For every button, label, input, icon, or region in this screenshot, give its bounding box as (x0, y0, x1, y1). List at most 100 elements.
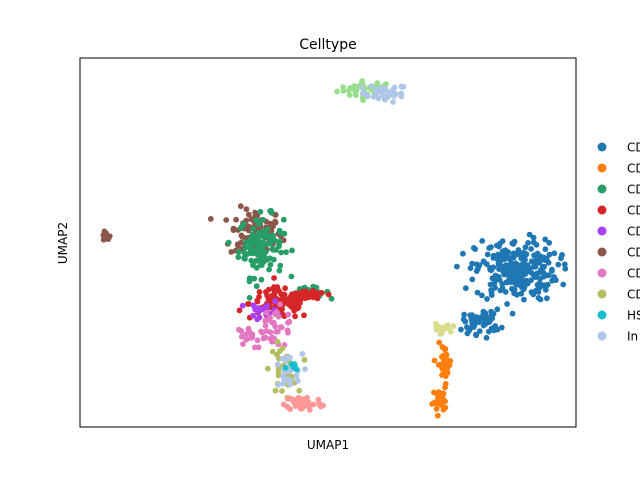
scatter-point (555, 261, 562, 268)
scatter-point (541, 257, 548, 263)
scatter-point (535, 295, 542, 301)
scatter-point (524, 262, 531, 268)
scatter-point (269, 334, 276, 341)
scatter-point (276, 267, 283, 274)
scatter-point (511, 275, 517, 282)
scatter-point (447, 328, 454, 335)
scatter-point (436, 396, 443, 402)
scatter-point (486, 328, 492, 335)
scatter-point (489, 275, 496, 282)
legend-marker (597, 184, 607, 194)
scatter-point (486, 319, 493, 325)
scatter-point (235, 254, 242, 260)
scatter-point (559, 252, 565, 258)
scatter-point (359, 84, 365, 91)
scatter-point (279, 355, 286, 362)
scatter-point (473, 331, 479, 338)
scatter-point (263, 328, 270, 334)
scatter-point (320, 402, 326, 409)
scatter-point (385, 89, 391, 95)
legend-marker (597, 226, 607, 236)
scatter-point (247, 236, 254, 243)
scatter-point (298, 399, 305, 405)
scatter-point (488, 289, 495, 296)
scatter-point (374, 80, 381, 86)
scatter-point (528, 246, 534, 252)
scatter-point (470, 324, 477, 330)
scatter-point (484, 296, 490, 302)
scatter-point (479, 238, 486, 244)
legend-label: CD (627, 162, 640, 176)
scatter-point (258, 307, 265, 313)
scatter-point (272, 387, 279, 394)
scatter-point (509, 240, 516, 247)
scatter-point (526, 231, 533, 238)
scatter-point (440, 406, 447, 413)
scatter-point (560, 281, 567, 288)
scatter-point (553, 277, 559, 283)
scatter-point (291, 307, 297, 314)
scatter-point (352, 88, 359, 95)
plot-frame (79, 57, 577, 428)
scatter-point (289, 247, 295, 254)
scatter-point (542, 236, 549, 243)
scatter-point (262, 322, 269, 329)
scatter-point (278, 249, 284, 256)
scatter-point (508, 271, 515, 278)
scatter-point (499, 238, 506, 245)
scatter-point (473, 261, 480, 268)
scatter-point (525, 278, 532, 285)
scatter-point (275, 328, 281, 335)
scatter-point (237, 203, 244, 210)
scatter-point (262, 318, 269, 324)
legend-marker (597, 142, 607, 152)
scatter-point (442, 381, 449, 387)
scatter-point (462, 285, 469, 292)
scatter-point (503, 264, 509, 271)
scatter-point (288, 273, 295, 280)
scatter-point (250, 312, 256, 319)
scatter-point (280, 380, 286, 387)
scatter-point (540, 270, 547, 276)
scatter-point (494, 306, 501, 313)
scatter-point (301, 312, 307, 319)
scatter-point (295, 302, 302, 309)
scatter-point (460, 316, 467, 323)
scatter-point (523, 268, 529, 274)
scatter-point (236, 307, 243, 314)
scatter-point (248, 335, 254, 341)
scatter-point (287, 381, 294, 388)
scatter-point (243, 336, 250, 343)
scatter-point (260, 249, 267, 256)
points-layer (100, 78, 569, 419)
legend: CD CD CD CD CD CD CD CD HS In (597, 141, 640, 344)
scatter-point (275, 365, 282, 372)
scatter-point (469, 260, 475, 267)
scatter-point (479, 292, 485, 299)
scatter-point (225, 239, 232, 246)
scatter-point (282, 364, 289, 371)
scatter-point (270, 256, 277, 263)
scatter-point (438, 400, 445, 407)
scatter-point (364, 93, 371, 100)
scatter-point (442, 345, 449, 352)
scatter-point (496, 277, 503, 283)
scatter-point (359, 78, 366, 84)
scatter-point (487, 281, 494, 288)
scatter-point (540, 264, 546, 270)
scatter-point (492, 254, 498, 261)
scatter-point (496, 265, 503, 271)
scatter-point (243, 331, 250, 338)
scatter-point (280, 216, 287, 223)
scatter-point (228, 249, 235, 255)
scatter-point (250, 225, 256, 232)
scatter-point (286, 318, 293, 325)
legend-marker (597, 247, 607, 257)
scatter-point (276, 241, 283, 247)
scatter-point (439, 353, 445, 360)
scatter-point (285, 311, 292, 318)
scatter-point (304, 402, 311, 409)
scatter-point (258, 328, 264, 335)
legend-marker (597, 163, 607, 173)
scatter-point (390, 99, 396, 105)
